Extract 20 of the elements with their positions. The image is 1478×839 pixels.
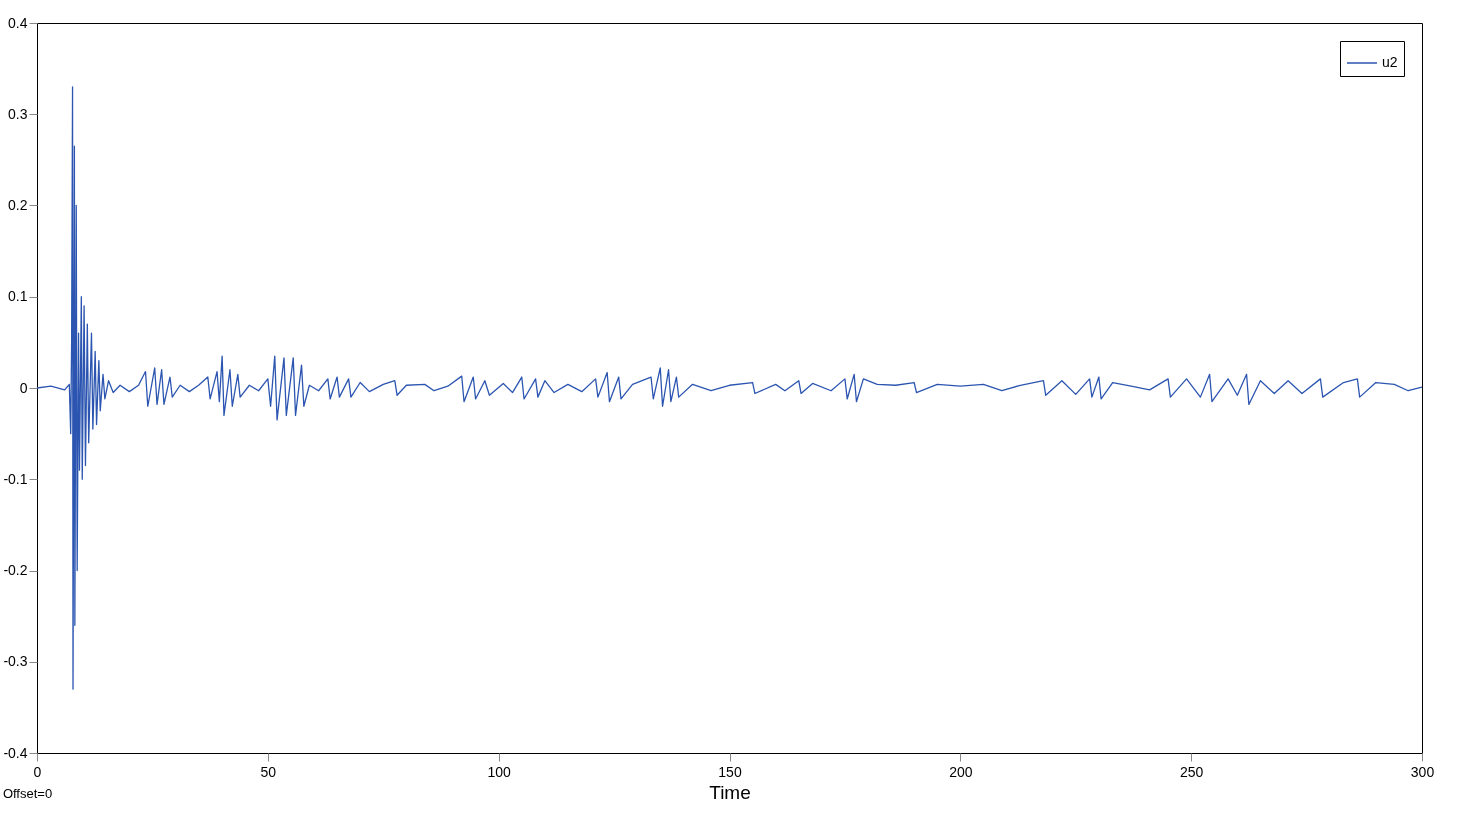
y-tick-label: 0: [19, 379, 28, 396]
y-tick-label: -0.4: [3, 744, 28, 761]
x-tick-label: 300: [1410, 763, 1435, 780]
x-tick-label: 200: [949, 763, 973, 780]
legend-label: u2: [1382, 54, 1398, 70]
y-tick-label: -0.2: [3, 562, 28, 578]
x-tick-label: 150: [718, 763, 742, 780]
y-tick-label: -0.1: [3, 470, 28, 487]
x-tick-label: 100: [487, 763, 512, 780]
y-tick-label: 0.3: [8, 105, 28, 122]
x-axis-title: Time: [709, 781, 751, 803]
y-tick-label: 0.2: [8, 197, 28, 213]
y-tick-label: 0.4: [8, 14, 28, 31]
line-series: [37, 86, 1422, 690]
x-tick-label: 0: [33, 763, 42, 780]
y-tick-label: -0.3: [3, 653, 28, 670]
x-tick-label: 50: [260, 763, 277, 780]
y-tick-label: 0.1: [8, 288, 28, 305]
x-tick-label: 250: [1179, 763, 1204, 780]
text: Offset=0: [2, 786, 53, 801]
